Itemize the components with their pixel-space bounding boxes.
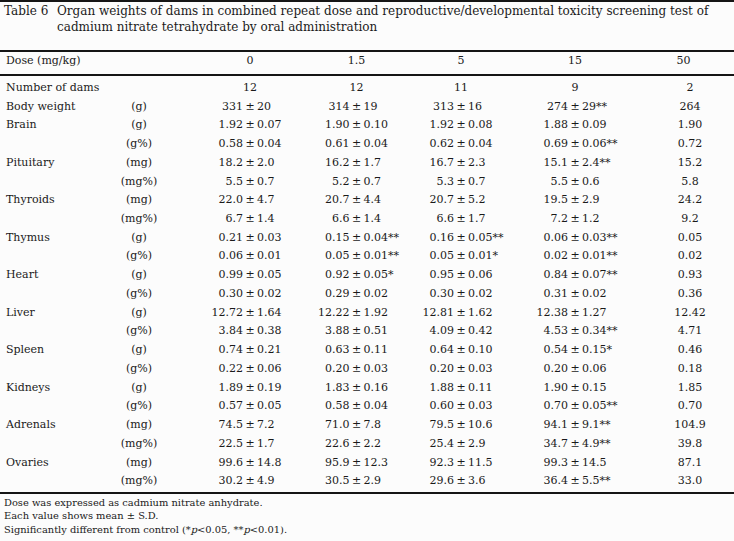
unit-label: (g) <box>104 266 174 285</box>
value-cell: 0.05 <box>615 229 734 248</box>
unit-label: (mg) <box>104 191 174 210</box>
value-cell: 15.2 <box>615 154 734 173</box>
dose-value: 1.5 <box>307 51 407 71</box>
table-row: Number of dams12121192 <box>0 79 734 98</box>
table-row: (mg%)22.5±1.722.6±2.225.4±2.934.7±4.9**3… <box>0 435 734 454</box>
table-row: (g%)0.06±0.010.05±0.01**0.05±0.01*0.02±0… <box>0 247 734 266</box>
value-cell: 4.71 <box>615 322 734 341</box>
unit-label: (g%) <box>104 247 174 266</box>
footnote-significance: Significantly different from control (*p… <box>4 523 287 536</box>
value-cell: 9.2 <box>615 210 734 229</box>
table-row: Ovaries(mg)99.6±14.895.9±12.392.3±11.599… <box>0 454 734 473</box>
table-title-text: Organ weights of dams in combined repeat… <box>57 3 708 35</box>
table-row: (mg%)5.5±0.75.2±0.75.3±0.75.5±0.65.8 <box>0 173 734 192</box>
unit-label: (mg) <box>104 154 174 173</box>
dose-value: 0 <box>200 51 300 71</box>
unit-label: (g%) <box>104 322 174 341</box>
table-row: Adrenals(mg)74.5±7.271.0±7.879.5±10.694.… <box>0 416 734 435</box>
value-cell: 104.9 <box>615 416 734 435</box>
organ-label: Body weight <box>6 98 75 117</box>
table-row: Kidneys(g)1.89±0.191.83±0.161.88±0.111.9… <box>0 379 734 398</box>
table-row: Liver(g)12.72±1.6412.22±1.9212.81±1.6212… <box>0 304 734 323</box>
dose-value: 50 <box>634 51 734 71</box>
paper-table-page: Table 6 Organ weights of dams in combine… <box>0 0 734 541</box>
unit-label: (g%) <box>104 285 174 304</box>
title-line-2: cadmium nitrate tetrahydrate by oral adm… <box>57 20 377 34</box>
footnote-mean: Each value shows mean ± S.D. <box>4 509 158 522</box>
value-cell: 5.8 <box>615 173 734 192</box>
organ-label: Number of dams <box>6 79 99 98</box>
table-row: Body weight(g)331±20314±19313±16274±29**… <box>0 98 734 117</box>
organ-label: Thyroids <box>6 191 55 210</box>
table-row: (g%)0.22±0.060.20±0.030.20±0.030.20±0.06… <box>0 360 734 379</box>
organ-label: Liver <box>6 304 35 323</box>
value-cell: 87.1 <box>615 454 734 473</box>
value-cell: 0.18 <box>615 360 734 379</box>
value-cell: 0.02 <box>615 247 734 266</box>
unit-label: (mg%) <box>104 472 174 491</box>
dose-header-row: Dose (mg/kg) 0 1.55 15 50 <box>0 51 734 71</box>
value-cell: 1.90 <box>615 116 734 135</box>
table-row: (g%)0.57±0.050.58±0.040.60±0.030.70±0.05… <box>0 397 734 416</box>
unit-label: (g) <box>104 304 174 323</box>
header-bottom-rule <box>0 74 734 77</box>
value-cell: 0.72 <box>615 135 734 154</box>
title-line-1: Organ weights of dams in combined repeat… <box>57 4 708 18</box>
organ-label: Ovaries <box>6 454 49 473</box>
unit-label: (g) <box>104 229 174 248</box>
unit-label: (mg) <box>104 416 174 435</box>
organ-label: Adrenals <box>6 416 56 435</box>
value-cell: 12.42 <box>615 304 734 323</box>
table-row: Heart(g)0.99±0.050.92±0.05*0.95±0.060.84… <box>0 266 734 285</box>
unit-label: (g) <box>104 379 174 398</box>
footnote-dose: Dose was expressed as cadmium nitrate an… <box>4 496 263 509</box>
organ-label: Spleen <box>6 341 44 360</box>
unit-label: (mg) <box>104 454 174 473</box>
value-cell: 1.85 <box>615 379 734 398</box>
value-cell: 0.70 <box>615 397 734 416</box>
unit-label: (g) <box>104 98 174 117</box>
value-cell: 2 <box>615 79 734 98</box>
value-cell: 264 <box>615 98 734 117</box>
unit-label: (mg%) <box>104 210 174 229</box>
table-number: Table 6 <box>4 3 57 35</box>
table-row: (mg%)6.7±1.46.6±1.46.6±1.77.2±1.29.2 <box>0 210 734 229</box>
dose-value: 15 <box>525 51 625 71</box>
organ-label: Thymus <box>6 229 50 248</box>
table-row: Brain(g)1.92±0.071.90±0.101.92±0.081.88±… <box>0 116 734 135</box>
dose-value: 5 <box>411 51 511 71</box>
organ-label: Pituitary <box>6 154 54 173</box>
table-row: Pituitary(mg)18.2±2.016.2±1.716.7±2.315.… <box>0 154 734 173</box>
table-row: Spleen(g)0.74±0.210.63±0.110.64±0.100.54… <box>0 341 734 360</box>
table-row: (g%)3.84±0.383.88±0.514.09±0.424.53±0.34… <box>0 322 734 341</box>
footnote-significance-text: Significantly different from control (* <box>4 524 191 535</box>
unit-label: (g) <box>104 116 174 135</box>
table-row: Thymus(g)0.21±0.030.15±0.04**0.16±0.05**… <box>0 229 734 248</box>
value-cell: 0.46 <box>615 341 734 360</box>
unit-label: (g%) <box>104 360 174 379</box>
value-cell: 33.0 <box>615 472 734 491</box>
value-cell: 24.2 <box>615 191 734 210</box>
dose-header-label: Dose (mg/kg) <box>6 51 81 71</box>
table-bottom-rule <box>0 492 734 495</box>
value-cell: 0.93 <box>615 266 734 285</box>
value-cell: 0.36 <box>615 285 734 304</box>
value-cell: 39.8 <box>615 435 734 454</box>
unit-label: (g%) <box>104 135 174 154</box>
unit-label: (g%) <box>104 397 174 416</box>
footnote-significance-text: <0.01). <box>250 524 287 535</box>
table-row: Thyroids(mg)22.0±4.720.7±4.420.7±5.219.5… <box>0 191 734 210</box>
organ-label: Heart <box>6 266 38 285</box>
organ-label: Brain <box>6 116 37 135</box>
table-row: (g%)0.30±0.020.29±0.020.30±0.020.31±0.02… <box>0 285 734 304</box>
table-caption: Table 6 Organ weights of dams in combine… <box>4 3 708 35</box>
top-rule <box>0 0 734 2</box>
table-row: (g%)0.58±0.040.61±0.040.62±0.040.69±0.06… <box>0 135 734 154</box>
organ-label: Kidneys <box>6 379 50 398</box>
table-row: (mg%)30.2±4.930.5±2.929.6±3.636.4±5.5**3… <box>0 472 734 491</box>
unit-label: (g) <box>104 341 174 360</box>
footnote-significance-text: <0.05, ** <box>197 524 243 535</box>
unit-label: (mg%) <box>104 173 174 192</box>
unit-label: (mg%) <box>104 435 174 454</box>
